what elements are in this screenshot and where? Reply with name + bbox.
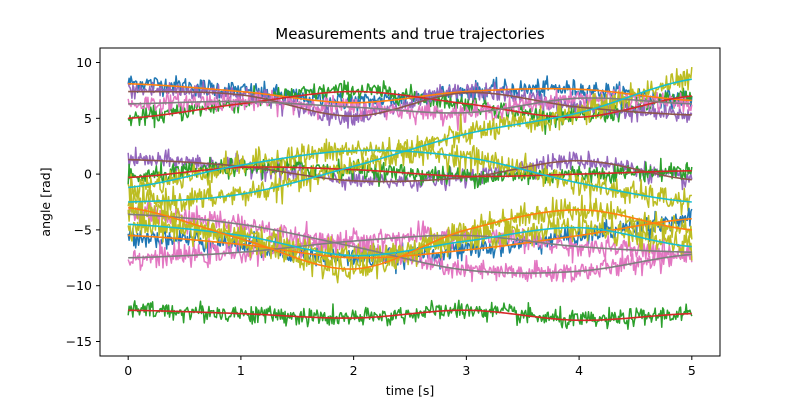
x-tick-label: 0	[124, 363, 132, 378]
y-tick-label: −5	[74, 222, 92, 237]
true-trajectory-10	[128, 213, 692, 274]
true-trajectory-2	[128, 90, 692, 120]
true-trajectory-group	[128, 78, 692, 322]
y-tick-label: −15	[66, 334, 92, 349]
x-tick-label: 5	[688, 363, 696, 378]
chart-title: Measurements and true trajectories	[275, 25, 545, 43]
measurement-series-7	[127, 135, 693, 216]
y-axis: −15 −10 −5 0 5 10	[66, 55, 100, 349]
x-axis-label: time [s]	[386, 383, 434, 398]
true-trajectory-8	[128, 78, 692, 203]
true-trajectory-13	[128, 206, 692, 270]
plot-area	[127, 66, 693, 330]
true-trajectory-1	[128, 82, 692, 104]
x-axis: 0 1 2 3 4 5	[124, 356, 696, 378]
x-tick-label: 3	[462, 363, 470, 378]
true-trajectory-7	[128, 149, 692, 203]
y-tick-label: 0	[84, 167, 92, 182]
y-tick-label: −10	[66, 278, 92, 293]
x-tick-label: 2	[350, 363, 358, 378]
measurement-series-4	[127, 85, 693, 132]
true-trajectory-11	[128, 234, 692, 259]
axes-frame	[99, 47, 721, 357]
true-trajectory-3	[128, 90, 692, 117]
true-trajectory-9	[128, 217, 692, 259]
y-axis-label: angle [rad]	[38, 167, 53, 236]
x-tick-label: 1	[237, 363, 245, 378]
y-tick-label: 10	[76, 55, 92, 70]
x-tick-label: 4	[575, 363, 583, 378]
true-trajectory-14	[128, 309, 692, 322]
measurement-series-8	[127, 66, 693, 217]
true-trajectory-5	[128, 158, 692, 183]
y-tick-label: 5	[84, 111, 92, 126]
true-trajectory-4	[128, 97, 692, 114]
